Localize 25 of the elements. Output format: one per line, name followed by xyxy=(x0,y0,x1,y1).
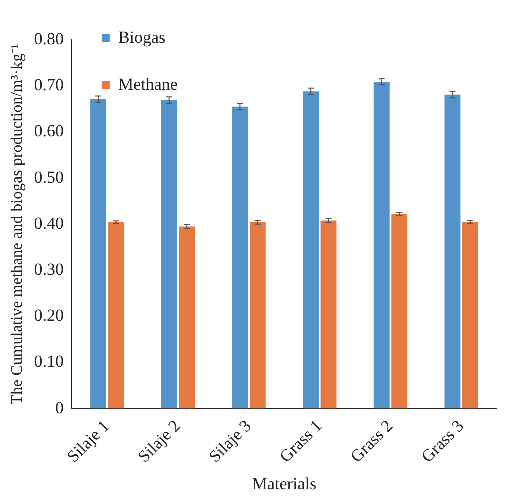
y-tick-label: 0.70 xyxy=(34,76,64,95)
bar xyxy=(108,222,124,409)
bar xyxy=(444,94,461,409)
bar xyxy=(320,220,337,409)
bar xyxy=(303,92,320,409)
y-tick-label: 0 xyxy=(55,398,64,418)
legend-label: Biogas xyxy=(118,28,166,47)
y-tick-label: 0.80 xyxy=(34,29,64,48)
bar xyxy=(374,82,390,409)
bar xyxy=(232,106,248,409)
y-tick-label: 0.10 xyxy=(34,352,64,372)
y-axis-title: The Cumulative methane and biogas production/m³·kg⁻¹ xyxy=(8,44,26,405)
bar xyxy=(392,214,408,409)
x-axis-title: Materials xyxy=(252,474,317,494)
bar xyxy=(462,222,478,409)
bar xyxy=(179,226,196,409)
bar xyxy=(90,99,106,409)
y-tick-label: 0.20 xyxy=(34,306,64,326)
y-tick-label: 0.30 xyxy=(34,260,64,279)
y-tick-label: 0.60 xyxy=(34,122,64,141)
y-tick-label: 0.40 xyxy=(34,214,64,233)
bar xyxy=(250,222,266,409)
bar xyxy=(161,100,178,409)
legend-label: Methane xyxy=(118,74,178,94)
y-tick-label: 0.50 xyxy=(34,168,64,187)
